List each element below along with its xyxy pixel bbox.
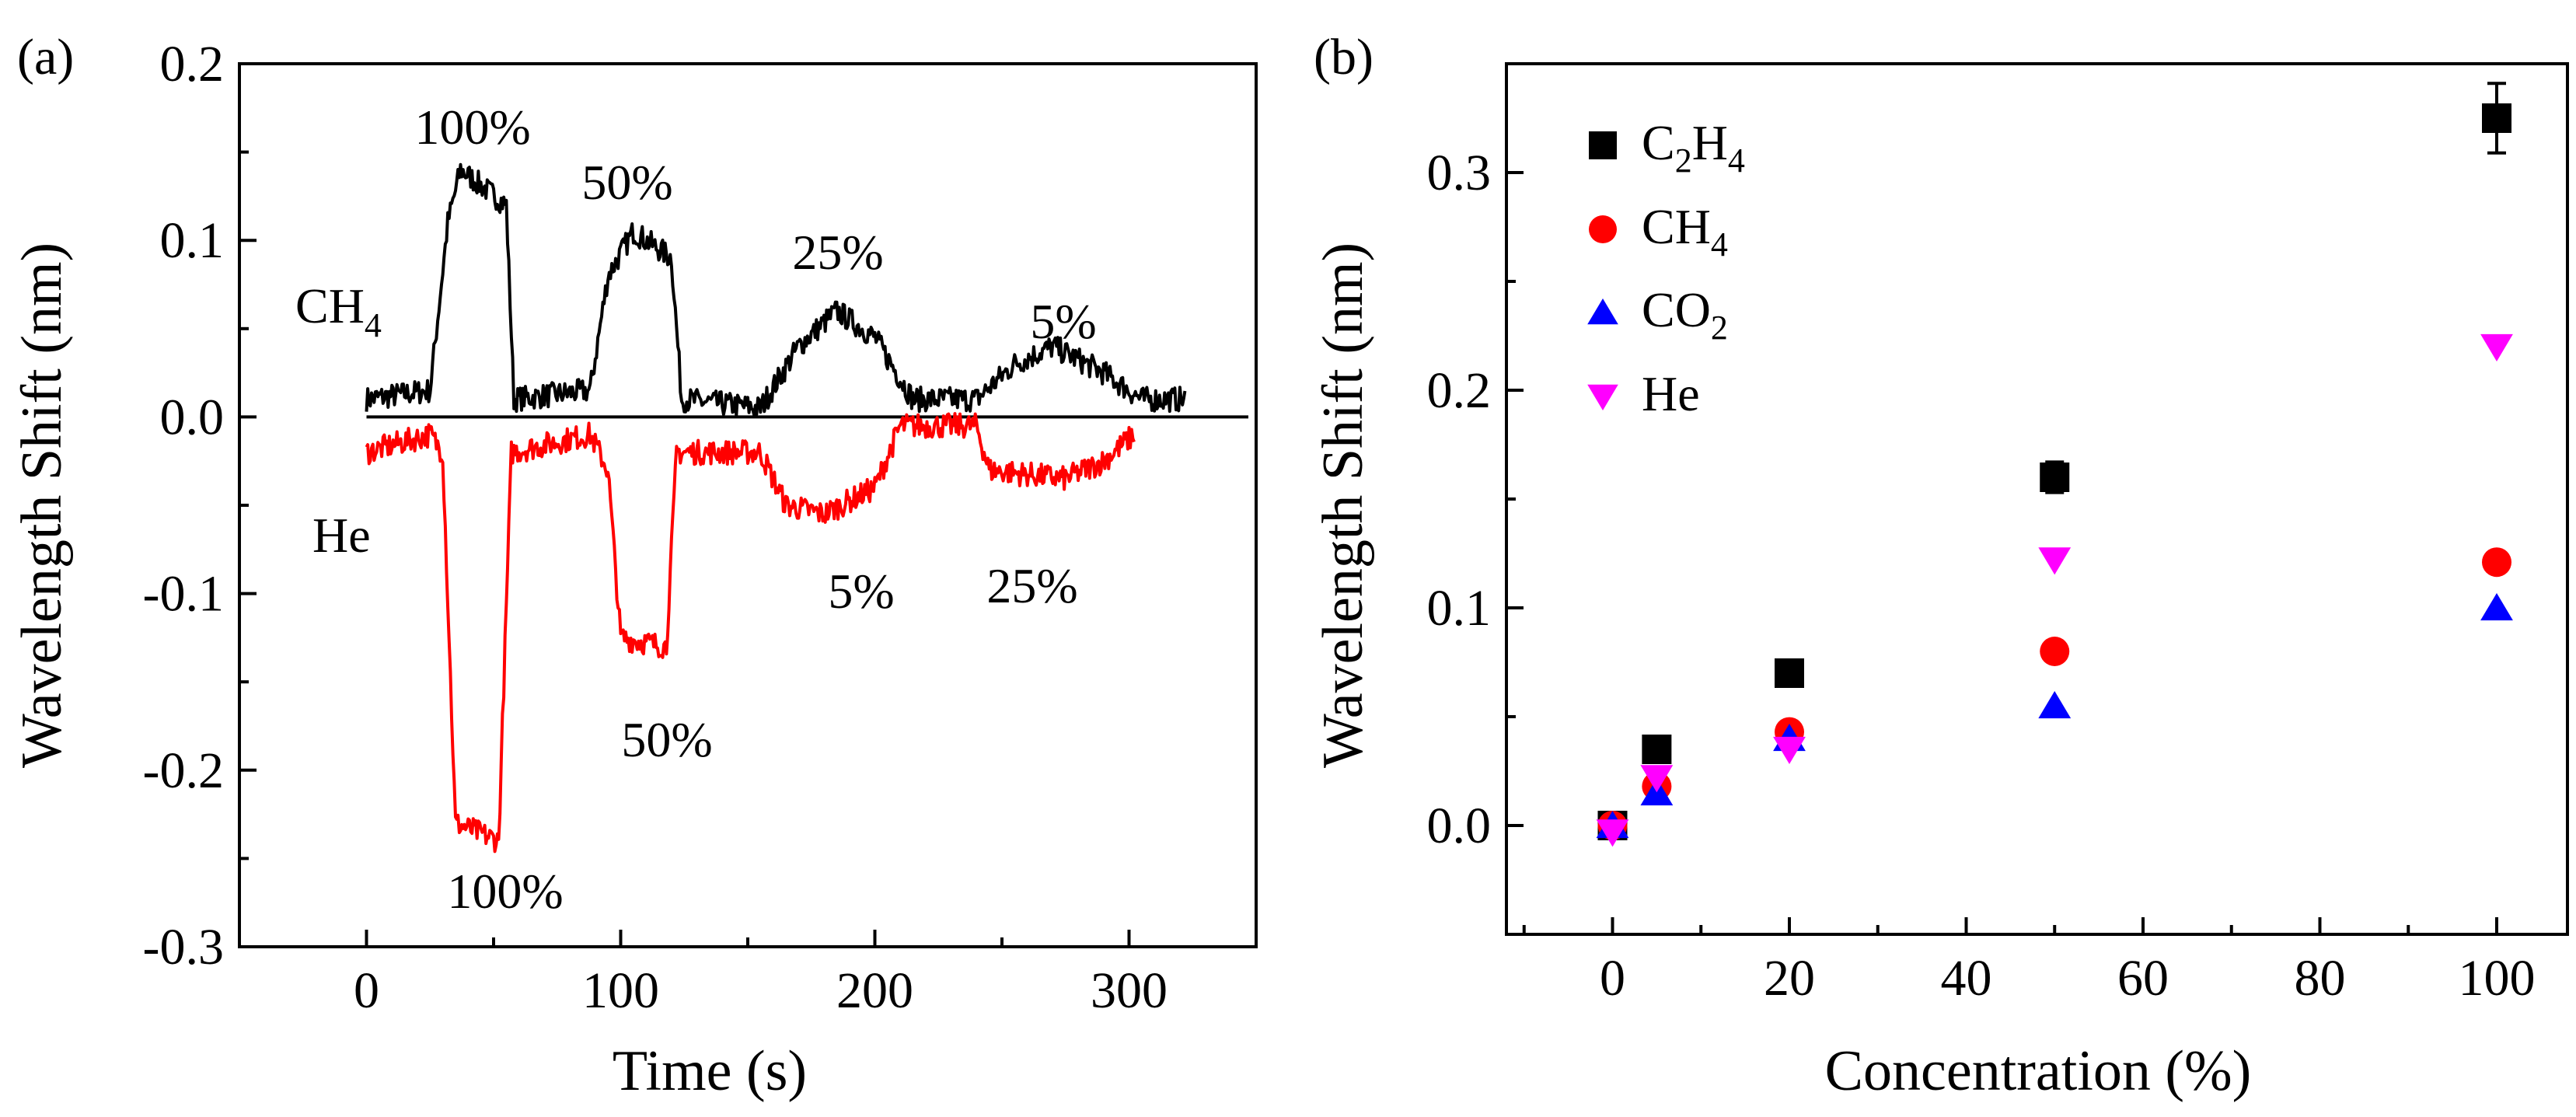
- legend-label-ch4: CH4: [1642, 199, 1728, 264]
- x-tick-label: 300: [1091, 962, 1168, 1019]
- legend-marker-ch4: [1589, 215, 1617, 243]
- point-c2h4: [2040, 463, 2070, 492]
- point-c2h4: [1775, 658, 1804, 688]
- annotation-ch4-3: 5%: [1030, 294, 1096, 349]
- x-tick-label: 100: [582, 962, 659, 1019]
- legend-marker-c2h4: [1589, 131, 1617, 159]
- legend-marker-co2: [1587, 298, 1618, 325]
- annotation-ch4-2: 25%: [792, 225, 883, 280]
- panel-a-frame: [238, 62, 1258, 948]
- annotation-ch4-1: 50%: [581, 155, 672, 210]
- point-he: [1773, 736, 1806, 764]
- legend-label-he: He: [1642, 366, 1700, 421]
- panel-b-ticks: 0 20 40 60 80 100 0.0 0.1 0.2 0.3: [1427, 62, 2536, 1007]
- y-tick-label: 0.3: [1427, 145, 1492, 201]
- y-tick-label: 0.2: [160, 36, 225, 93]
- point-he: [2038, 547, 2072, 575]
- legend-label-c2h4: C2H4: [1642, 115, 1745, 180]
- point-c2h4: [1642, 735, 1672, 764]
- annotation-he-1: 50%: [621, 712, 712, 767]
- x-tick-label: 40: [1941, 950, 1992, 1007]
- point-he: [1640, 765, 1674, 793]
- series-label-ch4: CH4: [295, 278, 382, 344]
- panel-a-annotations: CH4 He 100% 50% 25% 5% 5% 25% 50% 100%: [295, 99, 1097, 919]
- x-tick-label: 0: [1600, 950, 1625, 1007]
- panel-a-y-label: Wavelength Shift (nm): [10, 243, 74, 768]
- panel-b-label: (b): [1314, 29, 1374, 86]
- y-tick-label: -0.2: [143, 742, 224, 799]
- annotation-he-0: 100%: [447, 864, 563, 919]
- point-he: [1596, 819, 1629, 847]
- panel-b-x-label: Concentration (%): [1825, 1039, 2252, 1103]
- panel-a-x-label: Time (s): [613, 1039, 807, 1103]
- x-tick-label: 0: [354, 962, 379, 1019]
- point-he: [2480, 333, 2513, 361]
- series-line-he: [365, 412, 1136, 853]
- y-tick-label: -0.3: [143, 919, 224, 976]
- y-tick-label: 0.2: [1427, 362, 1492, 419]
- x-tick-label: 100: [2459, 950, 2536, 1007]
- panel-a-ticks: 0 100 200 300 -0.3 -0.2 -0.1 0.0 0.1 0.2: [143, 36, 1168, 1019]
- point-ch4: [2040, 637, 2070, 666]
- legend-marker-he: [1587, 384, 1618, 410]
- point-co2: [2038, 691, 2072, 719]
- panel-a-label: (a): [17, 29, 74, 86]
- point-ch4: [2482, 547, 2511, 578]
- series-line-ch4: [365, 162, 1187, 417]
- x-tick-label: 80: [2295, 950, 2346, 1007]
- x-tick-label: 200: [836, 962, 913, 1019]
- y-tick-label: -0.1: [143, 566, 224, 623]
- annotation-he-2: 25%: [986, 558, 1077, 613]
- panel-b-y-label: Wavelength Shift (nm): [1311, 243, 1375, 768]
- legend-label-co2: CO2: [1642, 282, 1728, 347]
- series-label-he: He: [312, 508, 371, 563]
- annotation-ch4-0: 100%: [414, 99, 530, 155]
- y-tick-label: 0.1: [1427, 580, 1492, 637]
- y-tick-label: 0.1: [160, 212, 225, 269]
- point-co2: [2480, 593, 2513, 621]
- panel-b-legend: C2H4 CH4 CO2 He: [1587, 115, 1745, 421]
- point-c2h4: [2482, 103, 2511, 133]
- panel-b-series: [1596, 82, 2513, 847]
- x-tick-label: 20: [1764, 950, 1815, 1007]
- annotation-he-3: 5%: [828, 564, 894, 619]
- y-tick-label: 0.0: [160, 389, 225, 445]
- panel-a-series: [365, 162, 1187, 853]
- y-tick-label: 0.0: [1427, 798, 1492, 854]
- x-tick-label: 60: [2117, 950, 2169, 1007]
